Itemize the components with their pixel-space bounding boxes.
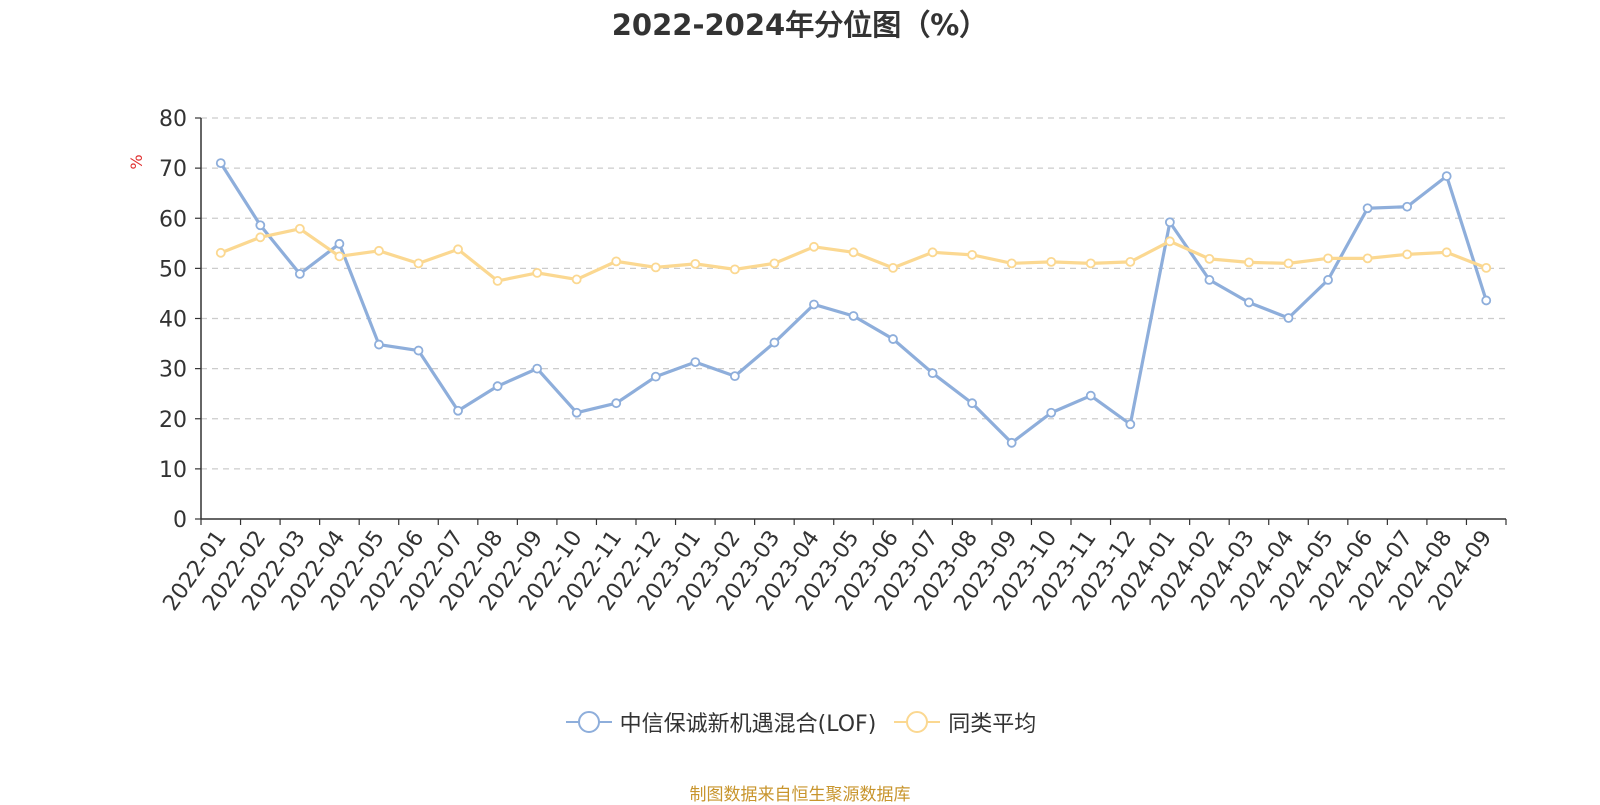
data-point bbox=[1283, 258, 1294, 269]
legend-item[interactable]: 中信保诚新机遇混合(LOF) bbox=[564, 706, 877, 738]
data-point bbox=[1164, 236, 1175, 247]
data-point bbox=[255, 232, 266, 243]
line-chart: 010203040506070802022-012022-022022-0320… bbox=[127, 107, 1507, 616]
legend-circle bbox=[906, 711, 929, 733]
data-point bbox=[1481, 262, 1492, 273]
data-point bbox=[1441, 171, 1452, 182]
data-point bbox=[650, 371, 661, 382]
data-point bbox=[374, 245, 384, 256]
data-point bbox=[453, 405, 463, 416]
y-tick-label: 30 bbox=[159, 358, 187, 383]
legend-marker-icon bbox=[565, 711, 612, 733]
data-point bbox=[374, 339, 384, 350]
data-point bbox=[1006, 258, 1017, 269]
data-point bbox=[1046, 256, 1057, 267]
data-point bbox=[1402, 201, 1413, 212]
data-point bbox=[1046, 407, 1057, 418]
data-point bbox=[571, 274, 582, 285]
data-point bbox=[611, 398, 622, 409]
axes: 010203040506070802022-012022-022022-0320… bbox=[158, 107, 1507, 616]
data-point bbox=[1481, 295, 1492, 306]
y-tick-label: 80 bbox=[159, 107, 187, 132]
data-point bbox=[1204, 253, 1215, 264]
data-point bbox=[1164, 217, 1175, 228]
data-point bbox=[334, 251, 345, 262]
series-line-0 bbox=[219, 162, 1488, 445]
data-point bbox=[532, 267, 543, 278]
data-point bbox=[690, 258, 701, 269]
y-tick-label: 20 bbox=[159, 408, 187, 433]
data-point bbox=[888, 262, 898, 273]
y-tick-label: 0 bbox=[173, 508, 187, 533]
legend: 中信保诚新机遇混合(LOF) 同类平均 bbox=[0, 706, 1600, 742]
source-note: 制图数据来自恒生聚源数据库 bbox=[689, 785, 911, 805]
data-point bbox=[1362, 253, 1373, 264]
data-point bbox=[1323, 275, 1333, 285]
chart-title: 2022-2024年分位图（%） bbox=[611, 8, 989, 42]
data-point bbox=[927, 368, 938, 379]
legend-label: 同类平均 bbox=[948, 712, 1037, 737]
data-point bbox=[1283, 313, 1294, 323]
data-point bbox=[1441, 247, 1452, 258]
data-point bbox=[1006, 437, 1017, 448]
data-point bbox=[848, 311, 859, 321]
data-point bbox=[532, 363, 543, 374]
data-point bbox=[1204, 275, 1215, 285]
data-point bbox=[255, 220, 266, 231]
legend-circle bbox=[577, 711, 600, 733]
data-point bbox=[848, 247, 859, 258]
data-point bbox=[413, 345, 424, 356]
data-point bbox=[1362, 203, 1373, 214]
data-point bbox=[729, 371, 740, 382]
data-point bbox=[1402, 249, 1413, 260]
series-lines bbox=[215, 158, 1492, 448]
data-point bbox=[967, 249, 978, 260]
legend-item[interactable]: 同类平均 bbox=[892, 706, 1036, 738]
y-tick-label: 60 bbox=[159, 207, 187, 232]
data-point bbox=[1323, 253, 1333, 264]
data-point bbox=[413, 258, 424, 269]
data-point bbox=[334, 238, 345, 249]
data-point bbox=[650, 262, 661, 273]
y-axis-label: % bbox=[127, 154, 146, 169]
data-point bbox=[215, 158, 226, 169]
data-point bbox=[1125, 419, 1136, 430]
data-point bbox=[1085, 390, 1096, 401]
data-point bbox=[294, 223, 305, 234]
data-point bbox=[690, 357, 701, 368]
y-tick-label: 40 bbox=[159, 308, 187, 333]
data-point bbox=[729, 264, 740, 275]
data-point bbox=[492, 381, 503, 392]
legend-marker-icon bbox=[894, 711, 941, 733]
data-point bbox=[769, 337, 780, 348]
data-point bbox=[492, 276, 503, 286]
data-point bbox=[809, 241, 819, 252]
data-point bbox=[927, 247, 938, 258]
y-tick-label: 70 bbox=[159, 157, 187, 182]
data-point bbox=[215, 247, 226, 258]
data-point bbox=[571, 407, 582, 418]
data-point bbox=[888, 334, 898, 344]
gridlines bbox=[201, 117, 1506, 470]
data-point bbox=[1244, 297, 1254, 308]
data-point bbox=[769, 258, 780, 269]
data-point bbox=[1244, 257, 1254, 268]
data-point bbox=[967, 398, 978, 409]
data-point bbox=[294, 268, 305, 279]
data-point bbox=[1125, 256, 1136, 267]
y-tick-label: 50 bbox=[159, 257, 187, 282]
data-point bbox=[809, 299, 819, 310]
data-point bbox=[453, 244, 463, 255]
y-tick-label: 10 bbox=[159, 458, 187, 483]
data-point bbox=[611, 256, 622, 267]
legend-label: 中信保诚新机遇混合(LOF) bbox=[619, 712, 877, 737]
data-point bbox=[1085, 258, 1096, 269]
